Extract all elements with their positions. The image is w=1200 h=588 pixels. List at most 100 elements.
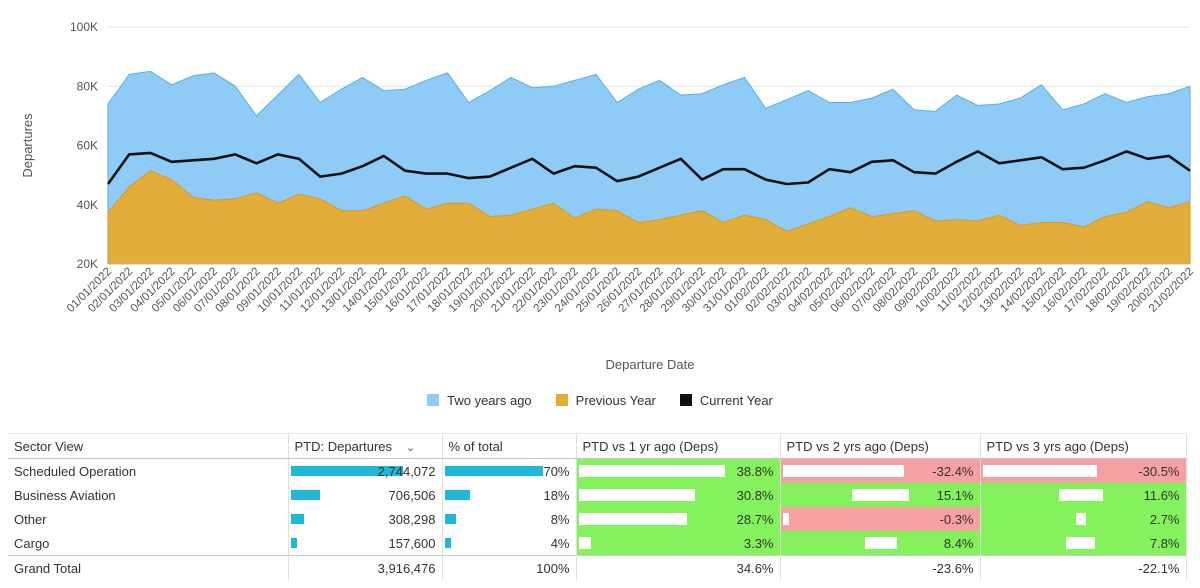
cmp-cell-vs1: 38.8% [576,458,781,483]
sector-cell: Other [8,507,289,531]
cmp-value: 15.1% [936,487,974,503]
cmp-bar [578,465,725,477]
cmp-bar [864,537,897,549]
x-axis-title: Departure Date [606,357,695,372]
cmp-bar [578,513,687,525]
pct-bar [444,514,456,524]
chevron-down-icon[interactable]: ⌄ [406,441,416,454]
pct-bar [444,466,543,476]
cmp-cell-vs2: 8.4% [780,531,981,556]
total-vs2-cell: -23.6% [780,555,981,580]
ptd-bar [290,538,297,548]
legend-label: Two years ago [447,392,532,408]
legend-item-two-years-ago[interactable]: Two years ago [427,393,532,408]
cmp-cell-vs3: 2.7% [980,507,1187,531]
cmp-value: 7.8% [1149,535,1180,551]
total-sector-cell: Grand Total [8,555,289,580]
header-label: PTD: Departures [294,438,393,454]
legend-label: Current Year [699,392,773,408]
legend-item-current-year[interactable]: Current Year [679,392,773,408]
ptd-cell: 2,744,072 [288,458,443,483]
chart-legend: Two years ago Previous Year Current Year [0,390,1200,410]
cmp-cell-vs1: 3.3% [576,531,781,556]
pct-bar [444,490,470,500]
pct-cell: 70% [442,458,577,483]
table-row[interactable]: Scheduled Operation 2,744,072 70% 38.8% -32.… [8,458,1187,483]
cmp-cell-vs3: 7.8% [980,531,1187,556]
total-row: Grand Total 3,916,476 100% 34.6% -23.6% -22.1… [8,555,1187,580]
table-row[interactable]: Business Aviation 706,506 18% 30.8% 15.1% 11.… [8,483,1187,507]
sector-cell: Scheduled Operation [8,458,289,483]
y-tick-label: 100K [70,20,98,34]
ptd-value: 2,744,072 [377,463,436,479]
cmp-bar [1075,513,1086,525]
ptd-cell: 308,298 [288,507,443,531]
header-sector-view[interactable]: Sector View [8,433,289,459]
line-current-year [106,150,1191,186]
cmp-value: 2.7% [1149,511,1180,527]
cmp-cell-vs2: -32.4% [780,458,981,483]
pct-cell: 8% [442,507,577,531]
ptd-bar [290,490,320,500]
table-header-row: Sector View PTD: Departures ⌄ % of total … [8,433,1187,459]
sector-label: Scheduled Operation [14,463,137,479]
ptd-cell: 157,600 [288,531,443,556]
cmp-value: 8.4% [943,535,974,551]
y-tick-label: 20K [77,257,98,271]
ptd-bar [290,466,403,476]
ptd-value: 706,506 [388,487,436,503]
header-vs-1-yr[interactable]: PTD vs 1 yr ago (Deps) [576,433,781,459]
header-label: PTD vs 1 yr ago (Deps) [582,438,719,454]
pct-cell: 18% [442,483,577,507]
cmp-value: -30.5% [1138,463,1180,479]
cmp-value: 38.8% [736,463,774,479]
pct-value: 70% [543,463,570,479]
cmp-value: 30.8% [736,487,774,503]
cmp-bar [1065,537,1095,549]
cmp-bar [782,465,904,477]
cmp-value: 28.7% [736,511,774,527]
header-pct-of-total[interactable]: % of total [442,433,577,459]
cmp-value: 11.6% [1143,487,1180,503]
total-vs3-cell: -22.1% [980,555,1187,580]
total-vs1-cell: 34.6% [576,555,781,580]
table-row[interactable]: Other 308,298 8% 28.7% -0.3% 2.7% [8,507,1187,531]
cmp-bar [851,489,909,501]
pct-value: 4% [550,535,570,551]
cmp-cell-vs1: 28.7% [576,507,781,531]
departures-chart: 20K 40K 60K 80K 100K 01/01/2022 02/01/2022 03/0… [20,20,1196,372]
sector-cell: Cargo [8,531,289,556]
legend-label: Previous Year [575,392,656,408]
y-tick-label: 60K [77,139,98,153]
legend-swatch [679,394,692,406]
ptd-cell: 706,506 [288,483,443,507]
cmp-cell-vs2: 15.1% [780,483,981,507]
table-row[interactable]: Cargo 157,600 4% 3.3% 8.4% 7.8% [8,531,1187,556]
header-label: PTD vs 2 yrs ago (Deps) [786,438,929,454]
total-sector-value: Grand Total [14,560,81,576]
y-axis-title: Departures [20,113,35,178]
pct-cell: 4% [442,531,577,556]
pct-value: 18% [543,487,570,503]
cmp-bar [982,465,1097,477]
ptd-value: 308,298 [388,511,436,527]
cmp-cell-vs3: 11.6% [980,483,1187,507]
y-tick-label: 40K [77,198,98,212]
header-label: Sector View [14,438,84,454]
cmp-value: 3.3% [743,535,774,551]
header-label: PTD vs 3 yrs ago (Deps) [986,438,1129,454]
header-vs-2-yrs[interactable]: PTD vs 2 yrs ago (Deps) [780,433,981,459]
cmp-value: -0.3% [939,511,974,527]
sector-label: Business Aviation [14,487,116,503]
cmp-bar [782,513,789,525]
sector-table: Sector View PTD: Departures ⌄ % of total … [8,433,1187,580]
cmp-cell-vs2: -0.3% [780,507,981,531]
header-ptd-departures[interactable]: PTD: Departures ⌄ [288,433,443,459]
header-vs-3-yrs[interactable]: PTD vs 3 yrs ago (Deps) [980,433,1187,459]
cmp-value: -32.4% [932,463,974,479]
total-ptd-cell: 3,916,476 [288,555,443,580]
total-vs1-value: 34.6% [736,560,774,576]
total-vs3-value: -22.1% [1138,560,1180,576]
legend-item-previous-year[interactable]: Previous Year [555,392,656,408]
area-previous-year [107,170,1191,265]
